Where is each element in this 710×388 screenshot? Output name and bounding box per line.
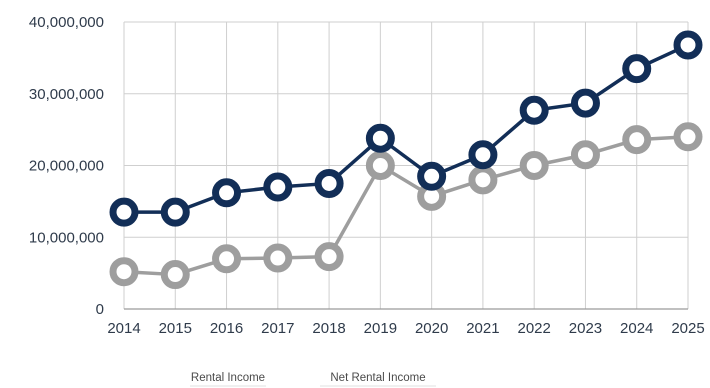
data-point <box>417 161 447 191</box>
x-tick-label: 2022 <box>517 320 550 337</box>
series-line <box>124 43 689 214</box>
data-point <box>673 122 703 152</box>
data-point <box>622 125 652 155</box>
data-point <box>673 30 703 60</box>
x-tick-label: 2020 <box>415 320 448 337</box>
data-point <box>160 197 190 227</box>
series-1 <box>109 122 703 290</box>
data-point <box>109 197 139 227</box>
data-point <box>314 242 344 272</box>
x-tick-label: 2021 <box>466 320 499 337</box>
data-point <box>519 151 549 180</box>
x-tick-label: 2016 <box>210 320 243 337</box>
data-point <box>468 165 498 195</box>
x-tick-label: 2024 <box>620 320 653 337</box>
series-0 <box>109 30 703 227</box>
x-tick-label: 2015 <box>159 320 192 337</box>
data-point <box>365 151 395 180</box>
data-point <box>263 172 293 202</box>
y-tick-label: 40,000,000 <box>29 14 104 31</box>
y-tick-label: 0 <box>96 301 104 318</box>
legend: Rental Income Net Rental Income <box>190 372 436 387</box>
y-tick-label: 10,000,000 <box>29 229 104 246</box>
x-tick-label: 2023 <box>569 320 602 337</box>
data-point <box>622 54 652 84</box>
tick-labels: 0 10,000,000 20,000,000 30,000,000 40,000,00… <box>29 14 705 337</box>
x-tick-label: 2025 <box>671 320 704 337</box>
y-tick-label: 20,000,000 <box>29 158 104 175</box>
data-point <box>570 88 600 118</box>
data-point <box>570 140 600 170</box>
data-point <box>212 178 242 208</box>
series <box>109 30 703 290</box>
y-tick-label: 30,000,000 <box>29 86 104 103</box>
x-tick-label: 2017 <box>261 320 294 337</box>
data-point <box>468 140 498 170</box>
data-point <box>365 123 395 153</box>
legend-label: Net Rental Income <box>330 372 425 384</box>
data-point <box>160 260 190 290</box>
x-tick-label: 2019 <box>364 320 397 337</box>
legend-label: Rental Income <box>191 372 265 384</box>
data-point <box>314 168 344 198</box>
data-point <box>109 257 139 287</box>
x-tick-label: 2014 <box>107 320 140 337</box>
data-point <box>263 243 293 273</box>
x-tick-label: 2018 <box>312 320 345 337</box>
data-point <box>212 244 242 274</box>
data-point <box>519 95 549 125</box>
